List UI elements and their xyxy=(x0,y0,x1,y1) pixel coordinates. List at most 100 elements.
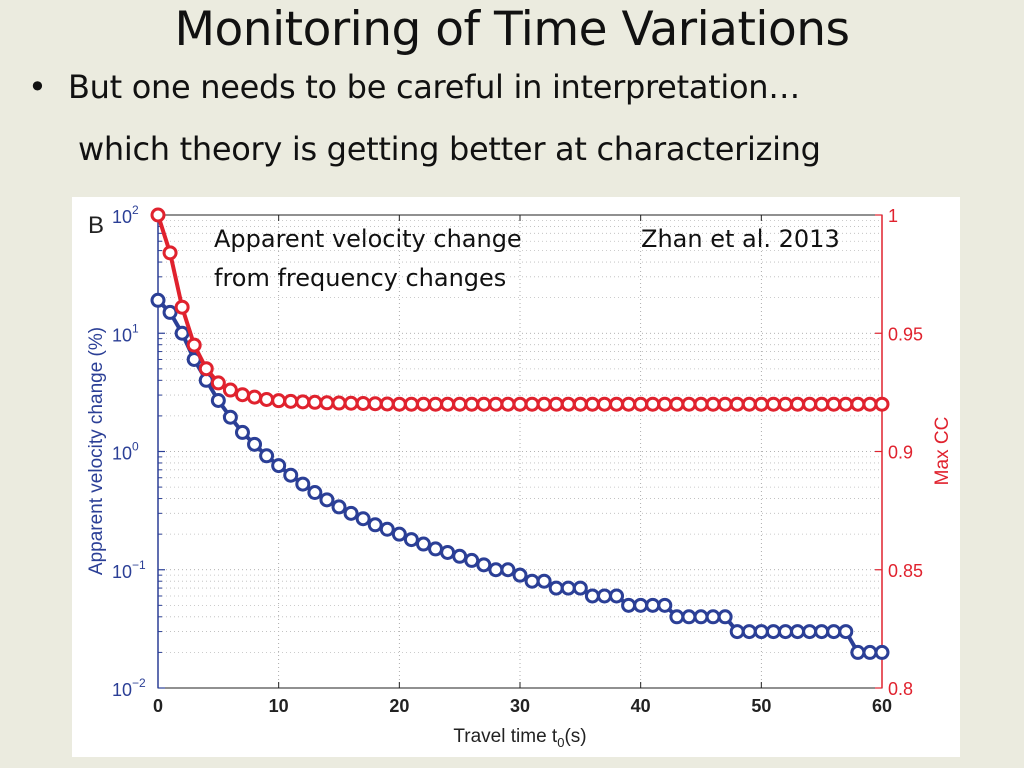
data-point-right xyxy=(259,391,275,407)
data-point-left xyxy=(355,511,371,527)
x-axis-label-text: Travel time t xyxy=(453,726,558,747)
grid-lines xyxy=(158,215,882,688)
data-point-right xyxy=(693,396,709,412)
y-left-tick-label: 100 xyxy=(112,440,139,464)
data-point-left xyxy=(343,505,359,521)
data-point-right xyxy=(162,245,178,261)
data-point-right xyxy=(669,396,685,412)
data-point-left xyxy=(814,624,830,640)
data-point-right xyxy=(536,396,552,412)
data-point-right xyxy=(234,387,250,403)
data-point-right xyxy=(826,396,842,412)
data-point-right xyxy=(319,395,335,411)
data-point-left xyxy=(862,644,878,660)
data-point-left xyxy=(283,467,299,483)
data-point-left xyxy=(524,573,540,589)
data-point-right xyxy=(838,396,854,412)
data-point-right xyxy=(283,393,299,409)
data-point-left xyxy=(162,304,178,320)
data-series xyxy=(150,207,890,660)
data-point-left xyxy=(560,580,576,596)
data-point-left xyxy=(174,325,190,341)
data-point-right xyxy=(464,396,480,412)
x-tick-label: 30 xyxy=(510,696,530,716)
data-point-left xyxy=(307,485,323,501)
data-point-left xyxy=(838,624,854,640)
data-point-left xyxy=(367,517,383,533)
x-tick-label: 50 xyxy=(751,696,771,716)
data-point-left xyxy=(765,624,781,640)
data-point-left xyxy=(850,644,866,660)
data-point-left xyxy=(802,624,818,640)
data-point-right xyxy=(741,396,757,412)
x-tick-label: 10 xyxy=(269,696,289,716)
y-left-tick-label: 101 xyxy=(112,321,139,345)
data-point-right xyxy=(753,396,769,412)
data-point-right xyxy=(379,396,395,412)
data-point-left xyxy=(295,476,311,492)
data-point-right xyxy=(391,396,407,412)
data-point-right xyxy=(596,396,612,412)
data-point-left xyxy=(476,557,492,573)
data-point-left xyxy=(874,644,890,660)
y-left-tick-label: 10−2 xyxy=(112,676,146,700)
data-point-right xyxy=(548,396,564,412)
y-right-tick-label: 0.85 xyxy=(888,561,923,581)
data-point-left xyxy=(609,588,625,604)
data-point-right xyxy=(560,396,576,412)
data-point-left xyxy=(500,562,516,578)
data-point-right xyxy=(621,396,637,412)
data-point-right xyxy=(331,395,347,411)
y-left-tick-base: 10 xyxy=(112,444,132,464)
data-point-right xyxy=(367,396,383,412)
data-point-left xyxy=(621,597,637,613)
data-point-left xyxy=(717,609,733,625)
y-left-tick-base: 10 xyxy=(112,680,132,700)
data-point-right xyxy=(271,393,287,409)
bullet-text: But one needs to be careful in interpret… xyxy=(68,68,800,106)
data-point-right xyxy=(524,396,540,412)
y-left-tick-label: 102 xyxy=(112,203,139,227)
x-axis-label: Travel time t0(s) xyxy=(453,726,586,750)
data-point-right xyxy=(572,396,588,412)
data-point-left xyxy=(391,526,407,542)
data-point-right xyxy=(355,395,371,411)
data-point-left xyxy=(403,532,419,548)
data-point-right xyxy=(814,396,830,412)
data-point-left xyxy=(548,580,564,596)
y-right-tick-label: 0.8 xyxy=(888,679,913,699)
panel-label: B xyxy=(88,212,104,239)
data-point-left xyxy=(596,588,612,604)
data-point-right xyxy=(307,394,323,410)
x-tick-label: 0 xyxy=(153,696,163,716)
data-point-left xyxy=(633,597,649,613)
data-point-right xyxy=(790,396,806,412)
data-point-right xyxy=(198,361,214,377)
data-point-right xyxy=(729,396,745,412)
data-point-right xyxy=(295,394,311,410)
data-point-left xyxy=(415,536,431,552)
data-point-right xyxy=(850,396,866,412)
data-point-right xyxy=(705,396,721,412)
annotation-line-2: from frequency changes xyxy=(214,264,506,292)
x-axis-label-unit: (s) xyxy=(564,726,586,747)
annotation-line-1: Apparent velocity change xyxy=(214,225,522,253)
data-point-left xyxy=(210,392,226,408)
data-point-left xyxy=(488,562,504,578)
data-point-left xyxy=(572,580,588,596)
y-left-tick-exponent: 0 xyxy=(132,440,139,454)
data-point-right xyxy=(476,396,492,412)
data-point-right xyxy=(681,396,697,412)
data-point-right xyxy=(343,395,359,411)
y-right-tick-label: 0.95 xyxy=(888,324,923,344)
velocity-change-chart: 0 10 20 30 40 50 6010−210−11001011020.80.850.9… xyxy=(86,203,953,750)
data-point-left xyxy=(741,624,757,640)
data-point-right xyxy=(210,375,226,391)
data-point-right xyxy=(802,396,818,412)
figure-panel: 0 10 20 30 40 50 60 10−2 10−1 100 101 102 0.8 0.85 0.9… xyxy=(72,197,960,757)
y-right-axis-label: Max CC xyxy=(932,417,953,486)
data-point-left xyxy=(790,624,806,640)
y-left-tick-exponent: 1 xyxy=(132,321,139,335)
citation-label: Zhan et al. 2013 xyxy=(641,225,840,253)
data-point-left xyxy=(693,609,709,625)
